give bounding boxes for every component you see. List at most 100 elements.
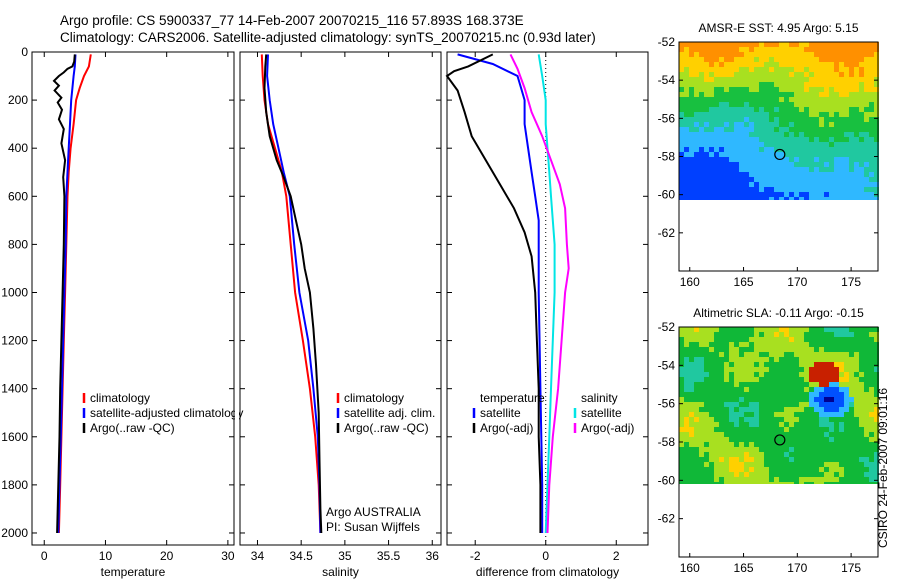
sst-map-cell (779, 107, 784, 112)
sst-map-cell (854, 162, 859, 167)
sst-map-cell (779, 197, 784, 200)
sst-map-cell (699, 152, 704, 157)
sla-map-cell (764, 452, 769, 457)
sla-map-cell (714, 332, 719, 337)
sst-map-cell (739, 197, 744, 200)
sst-map-cell (864, 177, 869, 182)
sla-map-cell (844, 342, 849, 347)
sst-map-cell (864, 162, 869, 167)
sst-map-cell (834, 162, 839, 167)
sst-map-cell (844, 132, 849, 137)
sla-map-cell (679, 357, 684, 362)
sla-map-cell (844, 382, 849, 387)
sla-map-cell (779, 347, 784, 352)
sst-map-cell (769, 182, 774, 187)
sst-map-cell (864, 152, 869, 157)
sla-map-cell (849, 377, 854, 382)
sla-map-cell (739, 457, 744, 462)
sst-map-cell (729, 92, 734, 97)
sst-map-cell (869, 132, 874, 137)
sla-map-cell (864, 437, 869, 442)
sla-map-cell (774, 482, 779, 484)
sla-map-cell (679, 337, 684, 342)
sla-map-cell (834, 387, 839, 392)
sst-map-cell (869, 82, 874, 87)
sst-map-cell (724, 117, 729, 122)
sst-map-cell (714, 42, 719, 47)
sst-map-cell (769, 107, 774, 112)
sla-map-cell (734, 392, 739, 397)
sla-map-cell (679, 422, 684, 427)
sst-map-cell (859, 132, 864, 137)
sla-map-cell (874, 382, 879, 387)
sst-map-cell (759, 67, 764, 72)
sst-map-cell (749, 77, 754, 82)
sla-map-cell (789, 397, 794, 402)
sla-map-cell (794, 332, 799, 337)
sla-map-cell (799, 337, 804, 342)
legend-temperature-label: climatology (90, 391, 150, 405)
sla-map-cell (834, 347, 839, 352)
sst-map-cell (749, 62, 754, 67)
sla-map-cell (804, 402, 809, 407)
sla-map-cell (824, 372, 829, 377)
sla-map-cell (719, 367, 724, 372)
sla-map-cell (719, 372, 724, 377)
sla-map-cell (789, 422, 794, 427)
sst-map-cell (759, 187, 764, 192)
sla-map-cell (864, 337, 869, 342)
sla-map-cell (764, 437, 769, 442)
sst-map-cell (784, 117, 789, 122)
sst-map-cell (779, 182, 784, 187)
sla-map-cell (809, 327, 814, 332)
sla-map-cell (704, 372, 709, 377)
sla-map-cell (719, 332, 724, 337)
sla-map-cell (804, 422, 809, 427)
sla-map-cell (819, 422, 824, 427)
sst-map-cell (759, 42, 764, 47)
sst-map-cell (859, 187, 864, 192)
sst-map-cell (699, 137, 704, 142)
sst-map-cell (764, 72, 769, 77)
sst-map-cell (759, 102, 764, 107)
sla-map-cell (734, 472, 739, 477)
sla-map-cell (819, 367, 824, 372)
sst-map-cell (864, 107, 869, 112)
sla-map-cell (814, 352, 819, 357)
sst-map-cell (864, 157, 869, 162)
sst-map-cell (679, 112, 684, 117)
sst-map-cell (804, 82, 809, 87)
sst-map-cell (684, 182, 689, 187)
sst-map-cell (759, 147, 764, 152)
sla-map-cell (724, 397, 729, 402)
sla-map-cell (804, 332, 809, 337)
sst-map-cell (774, 142, 779, 147)
sst-map-cell (809, 147, 814, 152)
sst-map-cell (829, 87, 834, 92)
sst-map-cell (859, 182, 864, 187)
sst-map-cell (699, 42, 704, 47)
sst-map-cell (774, 132, 779, 137)
sst-map-cell (754, 102, 759, 107)
sst-map-cell (859, 82, 864, 87)
sla-map-cell (809, 412, 814, 417)
sst-map-cell (714, 72, 719, 77)
sst-map-cell (699, 72, 704, 77)
sla-map-cell (824, 377, 829, 382)
sst-map-cell (739, 117, 744, 122)
sla-map-cell (844, 337, 849, 342)
sst-map-cell (799, 47, 804, 52)
sst-map-cell (839, 62, 844, 67)
temperature-panel-xlabel: temperature (101, 565, 166, 579)
sla-map-cell (704, 432, 709, 437)
sst-map-cell (769, 57, 774, 62)
sst-map-cell (744, 62, 749, 67)
sst-map-cell (694, 132, 699, 137)
sst-map-cell (689, 167, 694, 172)
sst-map-cell (724, 92, 729, 97)
sst-map-cell (799, 147, 804, 152)
sst-map-cell (859, 52, 864, 57)
sla-map-cell (784, 467, 789, 472)
sst-map-cell (759, 77, 764, 82)
sst-map-cell (724, 137, 729, 142)
